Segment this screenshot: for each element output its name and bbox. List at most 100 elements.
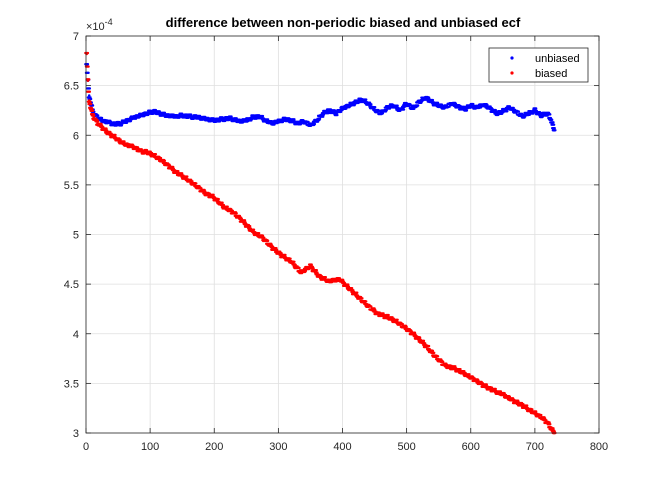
legend: unbiased biased [488,47,589,83]
y-tick-label: 6 [73,130,79,142]
data-point-biased [366,304,370,308]
y-tick-label: 3.5 [64,378,79,390]
data-point-biased [145,150,149,154]
data-point-unbiased [341,107,344,110]
data-point-unbiased [289,119,293,122]
data-point-biased [539,415,543,419]
data-point-biased [86,79,90,82]
data-point-unbiased [501,110,505,113]
data-point-unbiased [321,112,325,115]
data-point-unbiased [251,116,255,119]
data-point-biased [164,162,168,166]
data-point-unbiased [488,107,492,110]
data-point-biased [158,157,162,161]
data-point-biased [482,384,485,387]
y-tick-label: 4.5 [64,279,79,291]
data-point-unbiased [520,115,524,118]
data-point-biased [463,372,466,375]
data-point-unbiased [113,123,117,126]
data-point-unbiased [527,112,530,115]
data-point-unbiased [430,101,434,104]
data-point-unbiased [219,118,222,121]
data-point-biased [139,149,142,153]
data-point-biased [347,286,351,290]
data-point-unbiased [354,101,357,104]
y-exponent-label: ×10-4 [86,17,113,33]
data-point-unbiased [206,118,210,121]
data-point-unbiased [100,119,104,122]
data-point-biased [318,275,322,279]
x-tick-label: 0 [83,441,89,453]
y-tick-label: 5.5 [64,180,79,192]
data-point-unbiased [315,119,319,122]
data-point-biased [251,230,255,233]
legend-label-biased: biased [535,68,567,80]
data-point-unbiased [450,102,453,105]
data-point-unbiased [196,116,200,119]
data-point-unbiased [552,128,556,132]
data-point-unbiased [379,112,383,115]
data-point-unbiased [187,115,190,118]
data-point-unbiased [107,121,110,124]
data-point-biased [132,145,136,149]
y-tick-label: 7 [73,31,79,43]
y-tick-label: 3 [73,428,79,440]
data-point-unbiased [366,102,370,105]
data-point-unbiased [507,106,511,109]
data-point-biased [395,320,399,324]
data-point-biased [501,392,505,396]
data-point-biased [386,315,389,319]
data-point-biased [107,131,110,135]
data-point-biased [193,183,197,187]
data-point-biased [520,403,524,407]
data-point-unbiased [360,98,364,101]
data-point-biased [241,220,245,223]
x-tick-label: 100 [141,441,159,453]
data-point-unbiased [212,119,216,122]
data-point-biased [280,254,283,257]
data-point-biased [376,312,380,316]
data-point-biased [174,170,178,174]
data-point-unbiased [539,114,543,117]
y-tick-label: 4 [73,329,79,341]
data-point-unbiased [411,107,415,110]
x-tick-label: 700 [526,441,544,453]
x-tick-label: 800 [590,441,608,453]
data-point-unbiased [392,104,396,107]
data-point-unbiased [296,122,299,125]
data-point-unbiased [533,109,537,112]
data-point-biased [511,398,514,402]
data-point-biased [261,236,264,239]
x-tick-label: 400 [333,441,351,453]
data-point-unbiased [475,106,479,109]
data-point-unbiased [283,118,287,121]
data-point-biased [434,355,437,358]
data-point-biased [212,196,216,200]
data-point-biased [414,335,418,339]
data-point-unbiased [257,115,261,118]
data-point-unbiased [277,120,280,123]
chart-title: difference between non-periodic biased a… [166,15,521,30]
data-point-unbiased [398,109,402,112]
data-point-biased [184,176,187,180]
data-point-unbiased [132,116,136,119]
y-tick-label: 6.5 [64,81,79,93]
data-point-biased [453,367,457,370]
data-point-biased [289,259,293,263]
x-tick-label: 300 [269,441,287,453]
legend-marker-biased [510,71,514,75]
data-point-unbiased [228,117,232,120]
data-point-unbiased [549,118,553,121]
data-point-unbiased [334,112,338,115]
data-point-unbiased [180,114,184,117]
data-point-biased [299,270,303,274]
data-point-unbiased [495,112,498,115]
data-point-biased [113,135,117,139]
series-layer [84,51,557,435]
legend-box [488,47,589,83]
data-point-unbiased [174,115,178,118]
data-point-unbiased [546,112,549,115]
series-biased [84,51,557,435]
data-point-biased [232,211,235,214]
